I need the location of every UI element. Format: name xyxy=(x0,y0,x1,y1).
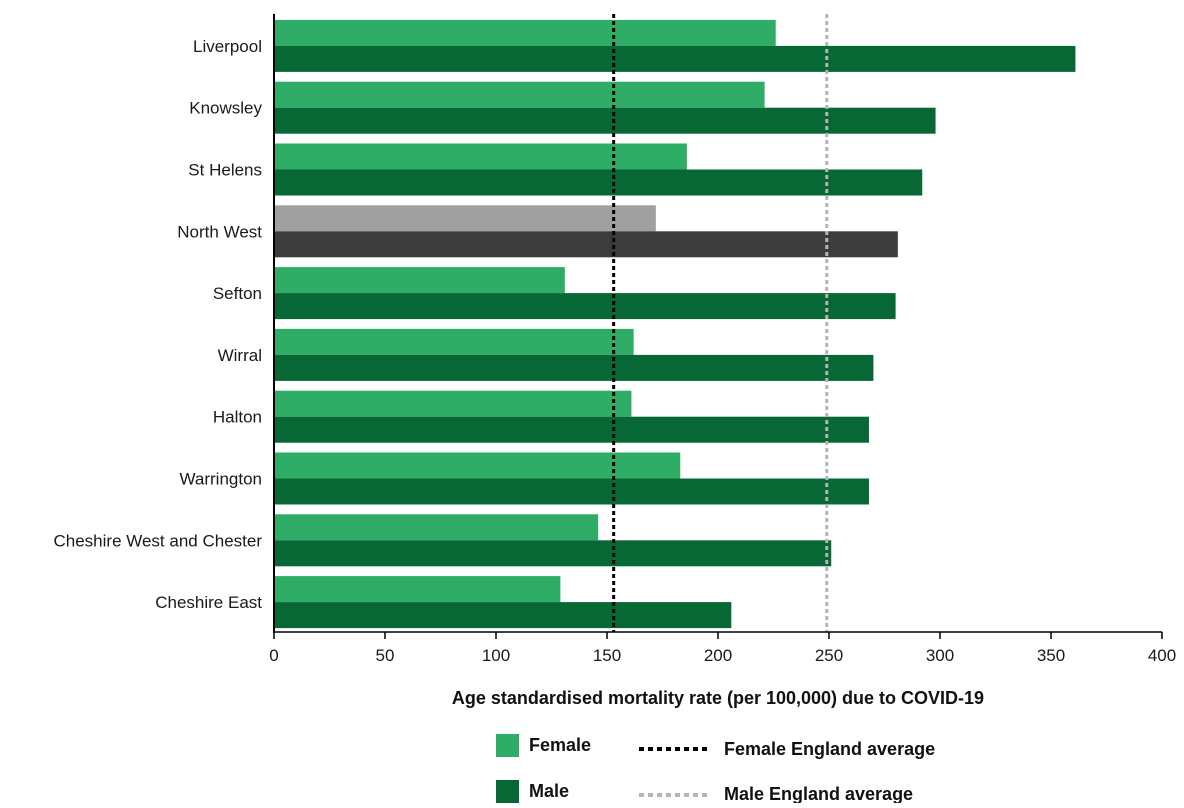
bar-male xyxy=(274,540,832,567)
bar-female xyxy=(274,267,565,294)
category-label: Sefton xyxy=(213,284,262,303)
bar-male xyxy=(274,416,869,443)
bar-female xyxy=(274,143,687,170)
x-tick-label: 300 xyxy=(926,646,954,665)
category-label: Wirral xyxy=(218,346,262,365)
category-label: Knowsley xyxy=(189,99,262,118)
x-tick-label: 350 xyxy=(1037,646,1065,665)
category-label: North West xyxy=(177,222,262,241)
bar-male xyxy=(274,231,898,258)
category-label: Warrington xyxy=(179,470,262,489)
legend-female-average-label: Female England average xyxy=(724,739,935,759)
bar-female xyxy=(274,390,632,417)
bar-female xyxy=(274,328,634,355)
x-tick-label: 400 xyxy=(1148,646,1176,665)
legend-male-label: Male xyxy=(529,781,569,801)
bar-male xyxy=(274,107,936,134)
category-label: Liverpool xyxy=(193,37,262,56)
category-label: Cheshire West and Chester xyxy=(53,531,262,550)
bar-male xyxy=(274,354,874,381)
bar-female xyxy=(274,19,776,46)
bar-female xyxy=(274,452,681,479)
category-label: Halton xyxy=(213,408,262,427)
legend-female-label: Female xyxy=(529,735,591,755)
bar-female xyxy=(274,514,599,541)
bar-female xyxy=(274,81,765,108)
legend-female-swatch xyxy=(496,734,519,757)
category-label: Cheshire East xyxy=(155,593,262,612)
bar-male xyxy=(274,478,869,505)
legend-male-swatch xyxy=(496,780,519,803)
x-tick-label: 100 xyxy=(482,646,510,665)
bar-female xyxy=(274,205,656,232)
x-tick-label: 150 xyxy=(593,646,621,665)
category-label: St Helens xyxy=(188,161,262,180)
bar-male xyxy=(274,169,923,196)
x-tick-label: 0 xyxy=(269,646,278,665)
legend-male-average-label: Male England average xyxy=(724,784,913,803)
bar-female xyxy=(274,576,561,603)
x-tick-label: 250 xyxy=(815,646,843,665)
x-tick-label: 200 xyxy=(704,646,732,665)
bar-male xyxy=(274,602,732,629)
x-tick-label: 50 xyxy=(376,646,395,665)
bar-male xyxy=(274,293,896,320)
bar-male xyxy=(274,45,1076,72)
x-axis-title: Age standardised mortality rate (per 100… xyxy=(452,688,984,708)
